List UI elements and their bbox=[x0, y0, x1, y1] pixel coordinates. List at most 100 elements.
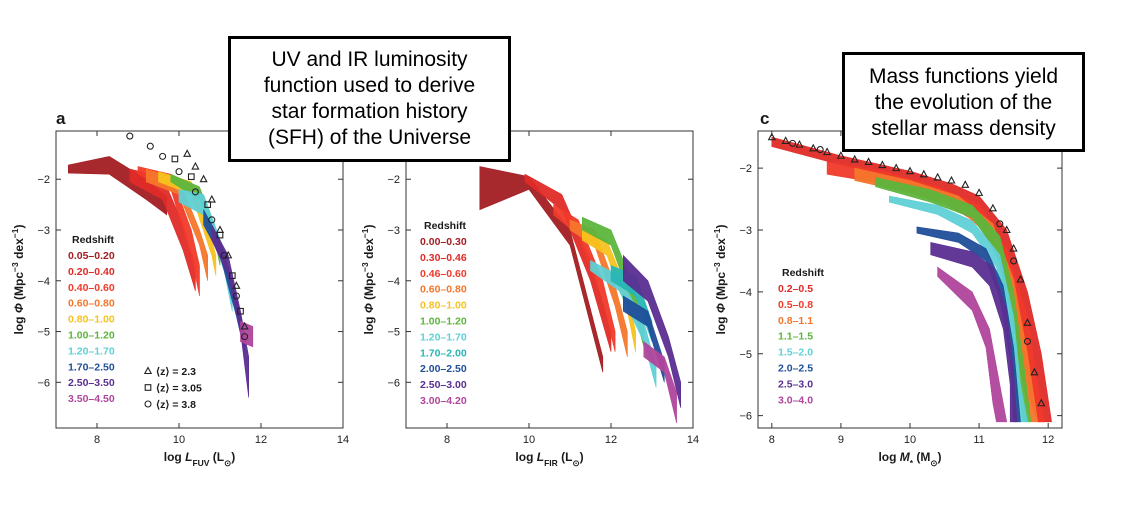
x-tick-label: 11 bbox=[973, 434, 984, 446]
legend-item: 0.00–0.30 bbox=[420, 236, 467, 248]
plot-frame bbox=[55, 130, 344, 429]
series-band-0.20–0.40 bbox=[129, 168, 196, 291]
legend-item: 0.60–0.80 bbox=[420, 284, 467, 296]
y-tick-label: −5 bbox=[739, 349, 752, 361]
triangle-marker bbox=[191, 161, 200, 170]
x-tick-label: 12 bbox=[605, 434, 617, 446]
triangle-marker bbox=[850, 154, 859, 163]
y-tick-label: −2 bbox=[387, 174, 400, 186]
triangle-marker bbox=[974, 188, 984, 196]
triangle-marker bbox=[767, 132, 776, 141]
legend-item: 3.50–4.50 bbox=[68, 393, 115, 405]
data-layer bbox=[479, 166, 682, 423]
triangle-marker bbox=[905, 166, 915, 175]
legend-item: 2.0–2.5 bbox=[778, 363, 813, 375]
y-axis-title: log Φ (Mpc−3 dex−1) bbox=[360, 225, 376, 335]
circle-marker bbox=[1023, 337, 1032, 345]
circle-marker bbox=[232, 292, 240, 300]
y-tick-label: −6 bbox=[387, 377, 400, 389]
series-band-0.00–0.30 bbox=[479, 166, 604, 373]
legend-item: 1.70–2.50 bbox=[68, 361, 115, 373]
legend-item: 2.50–3.50 bbox=[68, 377, 115, 389]
legend-item: 3.0–4.0 bbox=[778, 394, 813, 406]
series-band-2.00–2.50 bbox=[622, 295, 665, 383]
circle-marker bbox=[241, 333, 249, 341]
triangle-marker bbox=[864, 157, 873, 165]
triangle-marker bbox=[795, 139, 804, 148]
triangle-marker bbox=[1002, 225, 1011, 234]
triangle-marker bbox=[207, 194, 216, 203]
square-marker bbox=[187, 173, 195, 181]
square-marker bbox=[144, 384, 152, 391]
legend-item: 0.30–0.46 bbox=[420, 252, 467, 264]
callout-line: (SFH) of the Universe bbox=[267, 126, 472, 149]
legend-item: 1.00–1.20 bbox=[68, 330, 115, 342]
y-tick-label: −6 bbox=[37, 377, 50, 389]
panel-c-stellar-mass: 8 9 10 11 12 −2 −3 −4 −5 −6 log M* (M⊙) log Φ (Mpc−… bbox=[712, 109, 1063, 468]
callout-line: the evolution of the bbox=[874, 91, 1053, 114]
legend-item: 1.5–2.0 bbox=[778, 347, 813, 359]
circle-marker bbox=[144, 400, 152, 408]
y-tick-label: −4 bbox=[37, 276, 50, 288]
triangle-marker bbox=[183, 149, 192, 157]
series-band-2.50–3.00 bbox=[622, 254, 682, 408]
triangle-marker bbox=[961, 180, 970, 188]
x-tick-label: 8 bbox=[444, 434, 450, 446]
legend-item: 0.5–0.8 bbox=[778, 299, 813, 311]
legend-item: 1.20–1.70 bbox=[420, 331, 467, 343]
circle-marker bbox=[146, 142, 154, 150]
y-tick-label: −5 bbox=[37, 327, 50, 339]
x-tick-label: 12 bbox=[255, 434, 267, 446]
series-band-0.05–0.20 bbox=[68, 156, 167, 216]
y-axis-title: log Φ (Mpc−3 dex−1) bbox=[712, 225, 728, 335]
panel-letter: c bbox=[760, 109, 769, 128]
legend-item: 0.40–0.60 bbox=[68, 282, 115, 294]
y-tick-label: −3 bbox=[387, 225, 400, 237]
triangle-marker bbox=[781, 136, 790, 144]
legend-item: 0.80–1.00 bbox=[68, 314, 115, 326]
triangle-marker bbox=[1016, 274, 1025, 283]
x-tick-label: 14 bbox=[337, 434, 349, 446]
triangle-marker bbox=[836, 151, 846, 159]
callout-line: stellar mass density bbox=[871, 117, 1056, 140]
square-marker bbox=[228, 272, 236, 280]
x-tick-label: 10 bbox=[523, 434, 535, 446]
legend-title: Redshift bbox=[72, 234, 115, 246]
legend-title: Redshift bbox=[782, 267, 825, 279]
triangle-marker bbox=[1023, 318, 1032, 326]
y-tick-label: −5 bbox=[387, 327, 400, 339]
circle-marker bbox=[126, 132, 134, 140]
triangle-marker bbox=[822, 147, 832, 156]
data-layer bbox=[767, 132, 1052, 423]
triangle-marker bbox=[143, 366, 153, 375]
x-tick-label: 14 bbox=[687, 434, 699, 446]
series-band-3.0–4.0 bbox=[937, 266, 1008, 423]
x-axis-title: log LFUV (L⊙) bbox=[164, 450, 235, 468]
x-tick-label: 8 bbox=[769, 434, 775, 446]
legend-item: 0.80–1.00 bbox=[420, 300, 467, 312]
square-marker bbox=[171, 155, 179, 163]
callout-line: function used to derive bbox=[263, 74, 476, 97]
legend-item: 0.60–0.80 bbox=[68, 298, 115, 310]
y-tick-label: −4 bbox=[739, 287, 752, 299]
circle-marker bbox=[208, 216, 216, 224]
triangle-marker bbox=[215, 225, 225, 234]
legend-item: 1.1–1.5 bbox=[778, 331, 813, 343]
legend-item: 1.20–1.70 bbox=[68, 345, 115, 357]
circle-marker bbox=[788, 139, 797, 147]
legend-item: 1.70–2.00 bbox=[420, 347, 467, 359]
legend-item: 3.00–4.20 bbox=[420, 395, 467, 407]
y-tick-label: −2 bbox=[37, 174, 50, 186]
series-band-1.70–2.50 bbox=[203, 209, 245, 352]
y-tick-label: −4 bbox=[387, 276, 400, 288]
triangle-marker bbox=[933, 172, 942, 181]
legend-item: 0.05–0.20 bbox=[68, 250, 115, 262]
plot-frame bbox=[405, 130, 694, 429]
legend-item: 2.00–2.50 bbox=[420, 363, 467, 375]
triangle-marker bbox=[240, 321, 249, 330]
triangle-marker bbox=[988, 203, 998, 212]
x-tick-label: 10 bbox=[173, 434, 185, 446]
panel-a-luminosity-fuv: 8 10 12 14 −2 −3 −4 −5 −6 log LFUV (L⊙) log Φ (Mpc… bbox=[10, 109, 349, 468]
x-tick-label: 9 bbox=[838, 434, 844, 446]
